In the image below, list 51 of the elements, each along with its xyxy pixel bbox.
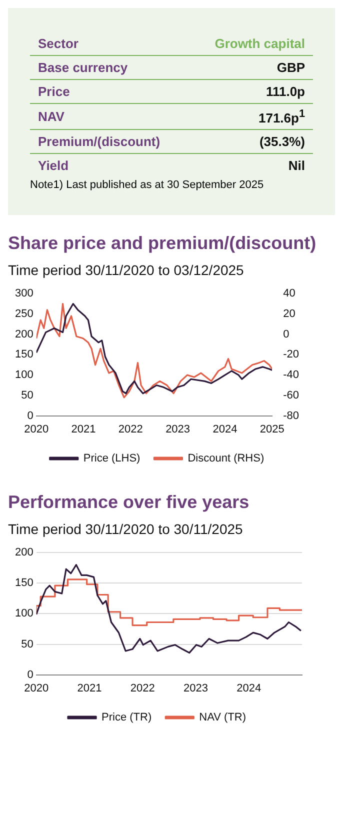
chart-title: Share price and premium/(discount) — [8, 233, 318, 254]
y-tick-label: 50 — [21, 638, 34, 651]
x-tick-label: 2024 — [236, 682, 262, 695]
text: Nil — [288, 158, 305, 174]
text: 111.0p — [266, 84, 305, 99]
y2-tick-label: -40 — [283, 369, 300, 382]
text: Growth capital — [214, 36, 305, 51]
x-tick-label: 2025 — [260, 424, 284, 436]
chart-title: Performance over five years — [8, 492, 250, 514]
y2-tick-label: 20 — [283, 308, 296, 320]
y2-tick-label: -80 — [283, 410, 300, 422]
y-tick-label: 50 — [21, 390, 34, 402]
x-tick-label: 2023 — [184, 682, 208, 695]
y-tick-label: 150 — [14, 578, 34, 590]
y2-tick-label: -20 — [283, 349, 300, 362]
x-tick-label: 2023 — [166, 424, 190, 436]
y-tick-label: 200 — [14, 328, 34, 341]
y-tick-label: 150 — [14, 349, 34, 362]
y2-tick-label: -60 — [283, 390, 300, 402]
y2-tick-label: 0 — [283, 328, 290, 341]
y-tick-label: 0 — [27, 669, 34, 682]
text: 171.6p$^{1}$ — [258, 108, 305, 126]
legend-label: Price (LHS) — [83, 452, 140, 465]
legend-label: Price (TR) — [102, 712, 152, 724]
text: GBP — [276, 60, 305, 75]
chart-subtitle: Time period 30/11/2020 to 30/11/2025 — [8, 521, 244, 538]
x-tick-label: 2020 — [24, 682, 49, 695]
y-tick-label: 0 — [27, 410, 34, 422]
category-label: Yield — [37, 157, 70, 176]
y-tick-label: 200 — [14, 546, 34, 559]
y-tick-label: 300 — [14, 288, 34, 300]
x-tick-label: 2021 — [77, 682, 102, 695]
x-tick-label: 2021 — [71, 424, 96, 436]
legend-label: Discount (RHS) — [188, 452, 264, 465]
y-tick-label: 100 — [14, 369, 34, 382]
text: (35.3%) — [259, 134, 305, 150]
x-tick-label: 2020 — [24, 424, 49, 436]
y2-tick-label: 40 — [283, 288, 296, 300]
y-tick-label: 250 — [14, 308, 34, 320]
chart-subtitle: Time period 30/11/2020 to 03/12/2025 — [8, 262, 245, 278]
category-label: NAV — [37, 108, 66, 126]
x-tick-label: 2022 — [130, 682, 155, 695]
category-label: Premium/(discount) — [37, 133, 162, 152]
category-label: Price — [37, 83, 71, 101]
category-label: Base currency — [37, 59, 129, 77]
x-tick-label: 2024 — [212, 424, 238, 436]
x-tick-label: 2022 — [118, 424, 143, 436]
category-label: Sector — [37, 35, 80, 53]
text: Note1) Last published as at 30 September 2025 — [30, 179, 265, 192]
y-tick-label: 100 — [14, 608, 34, 620]
legend-label: NAV (TR) — [199, 712, 246, 724]
